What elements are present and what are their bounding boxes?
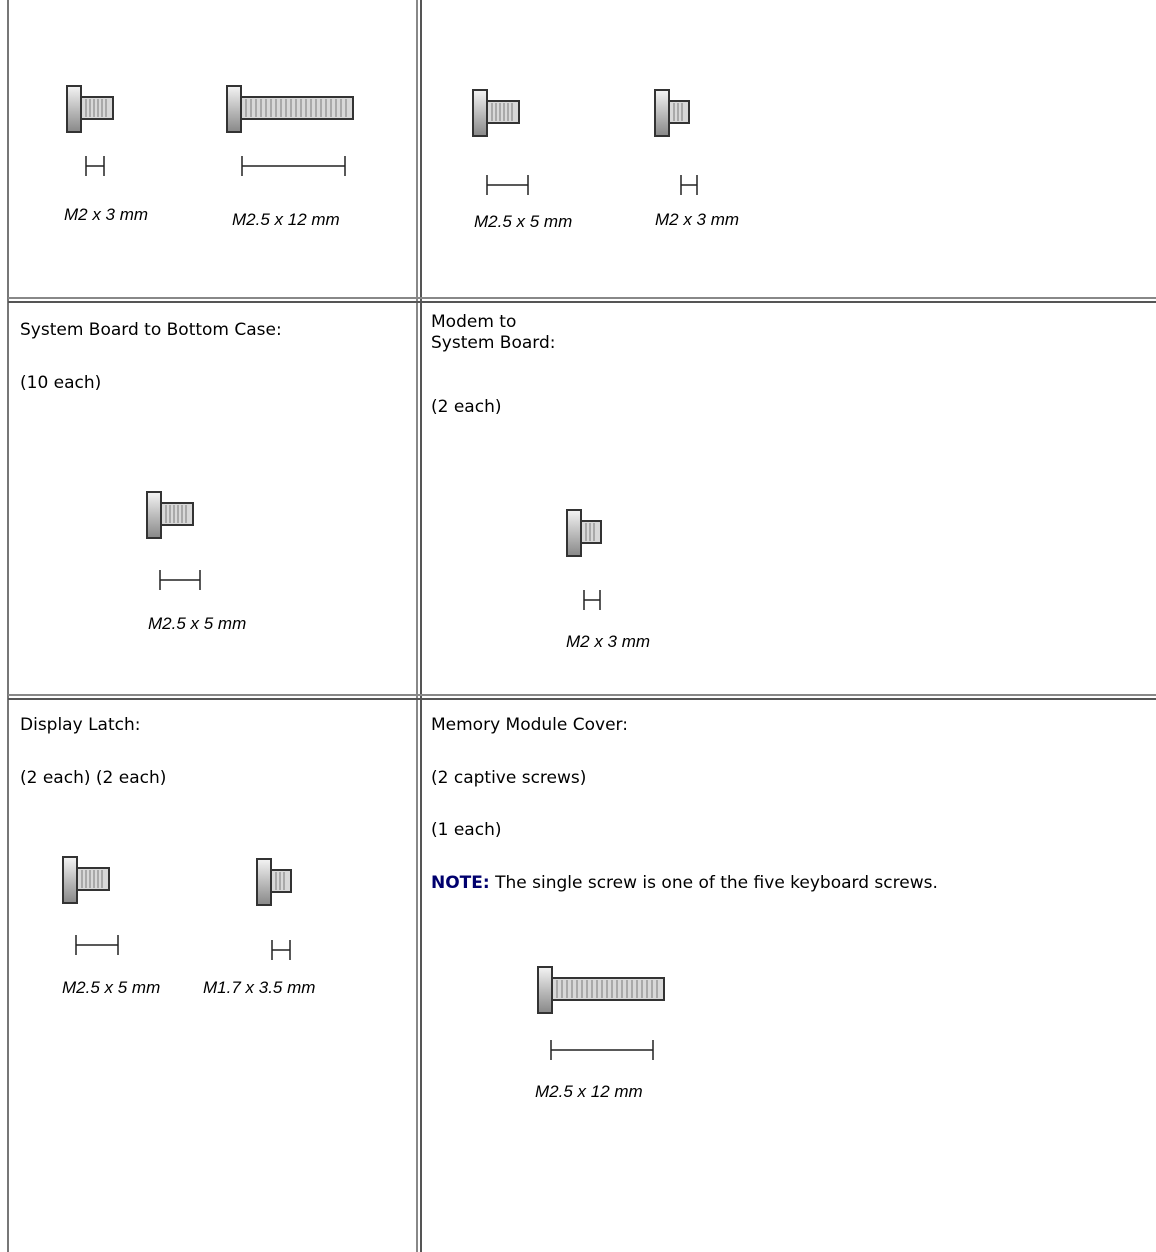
- cell-text: (2 each) (2 each): [20, 768, 167, 788]
- screw-label: M2.5 x 12 mm: [232, 210, 340, 229]
- table-borders: [7, 0, 1156, 1252]
- cell-text: Display Latch:: [20, 715, 141, 735]
- screw-label: M2.5 x 5 mm: [474, 212, 573, 231]
- screw-label: M2.5 x 5 mm: [62, 978, 161, 997]
- screw-label: M2 x 3 mm: [655, 210, 740, 229]
- cell-text: (2 captive screws): [431, 768, 587, 788]
- screw-icons: [63, 86, 698, 1060]
- screw-label: M2 x 3 mm: [64, 205, 149, 224]
- cell-text: Modem to: [431, 312, 517, 332]
- note: NOTE: The single screw is one of the fiv…: [431, 873, 938, 893]
- screw-label: M2.5 x 12 mm: [535, 1082, 643, 1101]
- cell-text: Memory Module Cover:: [431, 715, 628, 735]
- screw-label: M2.5 x 5 mm: [148, 614, 247, 633]
- cell-text: (2 each): [431, 397, 502, 417]
- screw-label: M2 x 3 mm: [566, 632, 651, 651]
- cell-text: (10 each): [20, 373, 102, 393]
- screw-label: M1.7 x 3.5 mm: [203, 978, 316, 997]
- cell-text: System Board:: [431, 333, 556, 353]
- cell-text: (1 each): [431, 820, 502, 840]
- note-label: NOTE:: [431, 873, 490, 893]
- cell-text: System Board to Bottom Case:: [20, 320, 282, 340]
- note-text: The single screw is one of the five keyb…: [489, 873, 938, 893]
